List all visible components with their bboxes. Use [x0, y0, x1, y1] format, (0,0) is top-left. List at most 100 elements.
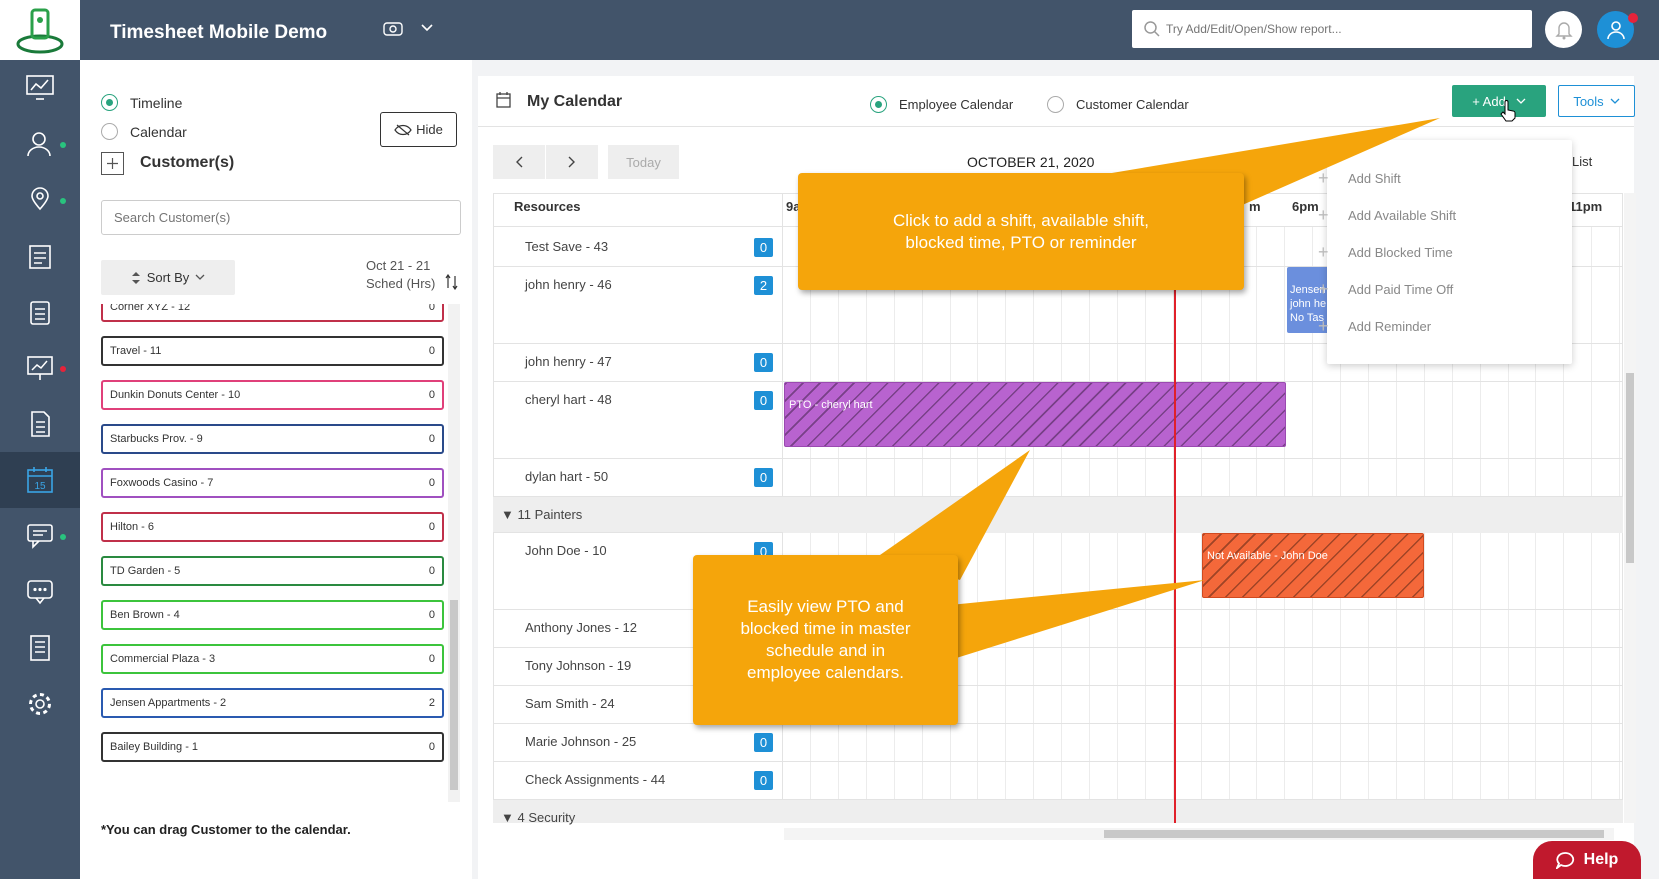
count-badge: 0: [754, 468, 773, 487]
header-divider: [478, 126, 1634, 127]
nav-settings[interactable]: [0, 676, 80, 732]
hour-label: 9a: [786, 199, 801, 214]
add-customer-icon[interactable]: [101, 152, 124, 175]
drag-hint: *You can drag Customer to the calendar.: [101, 822, 351, 837]
tools-button[interactable]: Tools: [1558, 85, 1635, 117]
next-button[interactable]: [546, 145, 598, 179]
customers-title: Customer(s): [140, 154, 235, 171]
add-blocked-time-item[interactable]: Add Blocked Time: [1318, 242, 1453, 263]
chevron-left-icon: [516, 156, 523, 168]
customer-search-input[interactable]: [101, 200, 461, 235]
resource-row[interactable]: Sam Smith - 24: [493, 686, 1623, 724]
search-icon: [1144, 21, 1160, 37]
tools-label: Tools: [1573, 93, 1604, 109]
current-time-line: [1174, 227, 1176, 823]
employee-calendar-radio[interactable]: [870, 96, 887, 113]
nav-employees[interactable]: [0, 116, 80, 172]
help-button[interactable]: Help: [1533, 841, 1641, 879]
chevron-right-icon: [568, 156, 575, 168]
notification-button[interactable]: [1545, 11, 1582, 48]
calendar-icon: [496, 92, 511, 108]
shift-event[interactable]: Jensen john he No Tas: [1287, 267, 1329, 333]
add-reminder-item[interactable]: Add Reminder: [1318, 316, 1431, 337]
timeline-horizontal-scrollbar[interactable]: [784, 828, 1614, 840]
prev-button[interactable]: [493, 145, 545, 179]
map-pin-icon: [31, 187, 49, 211]
customer-list-scrollbar[interactable]: [448, 304, 460, 802]
nav-forms[interactable]: [0, 228, 80, 284]
nav-locations[interactable]: [0, 172, 80, 228]
group-header[interactable]: ▼ 4 Security: [493, 800, 1623, 825]
hide-label: Hide: [416, 122, 443, 137]
calendar-icon: 15: [27, 467, 53, 493]
today-button[interactable]: Today: [608, 145, 679, 179]
chevron-down-icon: [1610, 98, 1620, 104]
count-badge: 2: [754, 276, 773, 295]
add-button[interactable]: + Add: [1452, 85, 1546, 117]
pto-event[interactable]: PTO - cheryl hart: [784, 382, 1286, 447]
resource-row[interactable]: dylan hart - 50 0: [493, 459, 1623, 497]
customer-item[interactable]: Travel - 11 0: [101, 336, 444, 366]
resource-row[interactable]: cheryl hart - 48 0: [493, 382, 1623, 459]
nav-messages[interactable]: [0, 508, 80, 564]
current-date: OCTOBER 21, 2020: [967, 154, 1095, 170]
clipboard-icon: [29, 245, 51, 269]
sort-by-button[interactable]: Sort By: [101, 260, 235, 295]
users-icon: [27, 132, 51, 157]
resource-row[interactable]: Tony Johnson - 19: [493, 648, 1623, 686]
money-icon[interactable]: [383, 21, 403, 37]
nav-schedule[interactable]: 15: [0, 452, 80, 508]
list-view-button[interactable]: List: [1572, 154, 1593, 169]
resource-row[interactable]: john henry - 46 2: [493, 267, 1623, 344]
pto-callout: Easily view PTO and blocked time in mast…: [693, 555, 958, 725]
nav-reports[interactable]: [0, 340, 80, 396]
nav-dashboard[interactable]: [0, 60, 80, 116]
resource-row[interactable]: Anthony Jones - 12: [493, 610, 1623, 648]
resource-row[interactable]: Marie Johnson - 25 0: [493, 724, 1623, 762]
resource-row[interactable]: Check Assignments - 44 0: [493, 762, 1623, 800]
chat-bubble-icon: [1555, 852, 1574, 869]
app-logo-icon: [16, 8, 64, 54]
add-available-shift-item[interactable]: Add Available Shift: [1318, 205, 1456, 226]
user-avatar-button[interactable]: [1597, 11, 1634, 48]
date-range: Oct 21 - 21: [366, 258, 431, 273]
not-available-event[interactable]: Not Available - John Doe: [1202, 533, 1424, 598]
timeline-radio[interactable]: [101, 94, 118, 111]
sort-direction-icon[interactable]: [445, 274, 459, 290]
nav-chat[interactable]: [0, 564, 80, 620]
customer-calendar-label: Customer Calendar: [1076, 97, 1189, 112]
customer-item[interactable]: Dunkin Donuts Center - 10 0: [101, 380, 444, 410]
add-paid-time-off-item[interactable]: Add Paid Time Off: [1318, 279, 1453, 300]
calendar-radio[interactable]: [101, 123, 118, 140]
add-shift-item[interactable]: Add Shift: [1318, 168, 1401, 189]
customer-calendar-radio[interactable]: [1047, 96, 1064, 113]
employee-calendar-label: Employee Calendar: [899, 97, 1014, 112]
count-badge: 0: [754, 733, 773, 752]
hour-label: 6pm: [1292, 199, 1319, 214]
count-badge: 0: [754, 771, 773, 790]
timeline-vertical-scrollbar[interactable]: [1624, 193, 1636, 823]
nav-tasks[interactable]: [0, 284, 80, 340]
eye-slash-icon: [394, 124, 412, 135]
checklist-icon: [30, 301, 50, 325]
global-search[interactable]: [1132, 10, 1532, 48]
global-search-input[interactable]: [1166, 18, 1516, 40]
hide-button[interactable]: Hide: [380, 112, 457, 147]
customer-item[interactable]: Corner XYZ - 12 0: [101, 304, 444, 322]
chevron-down-icon[interactable]: [421, 24, 433, 32]
resource-row[interactable]: john henry - 47 0: [493, 344, 1623, 382]
resources-header: Resources: [514, 199, 581, 214]
nav-invoices[interactable]: [0, 620, 80, 676]
nav-documents[interactable]: [0, 396, 80, 452]
group-label: ▼ 11 Painters: [501, 507, 583, 522]
timeline-label: Timeline: [130, 95, 183, 111]
gear-icon: [29, 693, 51, 715]
